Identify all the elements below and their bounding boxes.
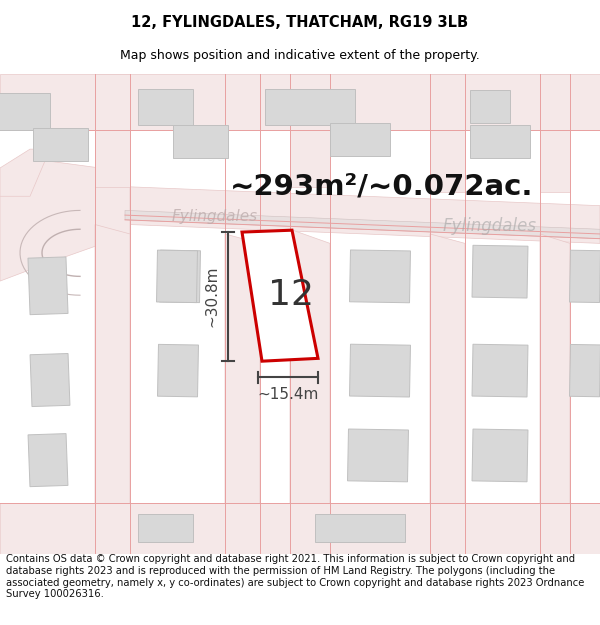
Text: Map shows position and indicative extent of the property.: Map shows position and indicative extent… (120, 49, 480, 62)
Polygon shape (330, 123, 390, 156)
Polygon shape (430, 74, 465, 191)
Polygon shape (137, 514, 193, 542)
Polygon shape (158, 344, 199, 397)
Polygon shape (265, 89, 355, 124)
Polygon shape (0, 159, 130, 281)
Polygon shape (540, 234, 570, 554)
Polygon shape (540, 74, 570, 191)
Polygon shape (350, 250, 410, 302)
Text: 12, FYLINGDALES, THATCHAM, RG19 3LB: 12, FYLINGDALES, THATCHAM, RG19 3LB (131, 14, 469, 29)
Text: Contains OS data © Crown copyright and database right 2021. This information is : Contains OS data © Crown copyright and d… (6, 554, 584, 599)
Polygon shape (137, 89, 193, 124)
Polygon shape (0, 92, 50, 130)
Polygon shape (95, 74, 130, 187)
Polygon shape (472, 245, 528, 298)
Polygon shape (470, 125, 530, 158)
Polygon shape (28, 434, 68, 487)
Polygon shape (0, 74, 600, 130)
Text: ~293m²/~0.072ac.: ~293m²/~0.072ac. (230, 173, 533, 201)
Polygon shape (472, 344, 528, 397)
Polygon shape (290, 74, 330, 187)
Text: Fylingdales: Fylingdales (172, 209, 258, 224)
Polygon shape (95, 224, 130, 554)
Polygon shape (569, 344, 600, 397)
Polygon shape (350, 344, 410, 397)
Text: ~30.8m: ~30.8m (205, 266, 220, 328)
Polygon shape (173, 125, 227, 158)
Polygon shape (130, 187, 600, 243)
Polygon shape (30, 354, 70, 406)
Polygon shape (125, 211, 600, 239)
Polygon shape (347, 429, 409, 482)
Polygon shape (157, 250, 197, 302)
Polygon shape (0, 149, 50, 196)
Polygon shape (569, 250, 600, 302)
Polygon shape (470, 90, 510, 123)
Polygon shape (0, 503, 600, 554)
Polygon shape (242, 230, 318, 361)
Text: ~15.4m: ~15.4m (257, 387, 319, 402)
Polygon shape (225, 234, 260, 554)
Polygon shape (28, 257, 68, 314)
Polygon shape (315, 514, 405, 542)
Polygon shape (160, 250, 200, 302)
Polygon shape (32, 128, 88, 161)
Text: Fylingdales: Fylingdales (443, 217, 537, 236)
Text: 12: 12 (268, 279, 314, 312)
Polygon shape (430, 234, 465, 554)
Polygon shape (290, 229, 330, 554)
Polygon shape (472, 429, 528, 482)
